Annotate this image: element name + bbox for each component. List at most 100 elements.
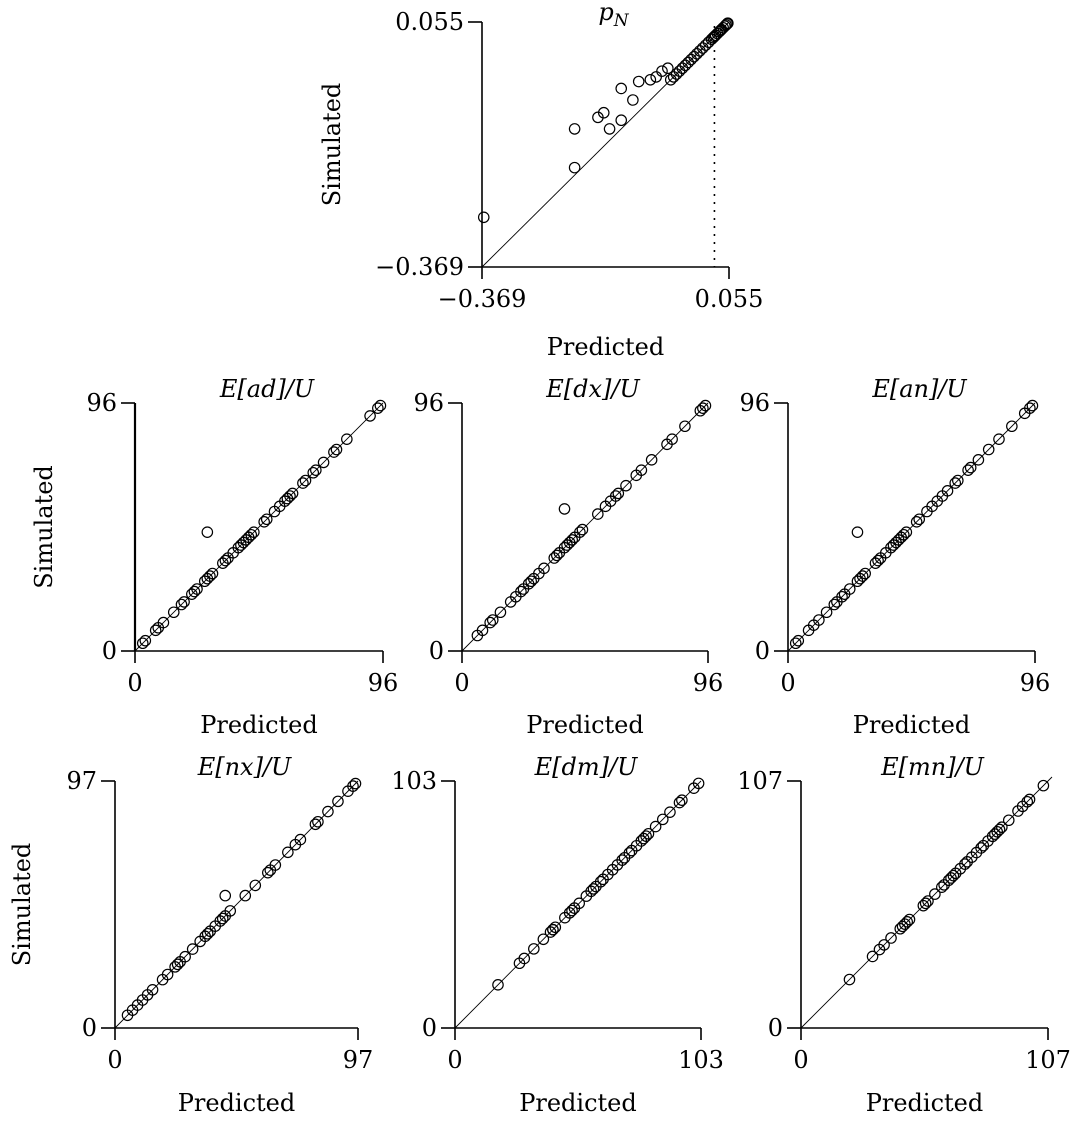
data-point [239, 889, 252, 902]
data-point [851, 526, 864, 538]
data-point [328, 446, 340, 458]
x-axis-title: Predicted [547, 333, 665, 361]
data-point [191, 583, 203, 595]
data-point [317, 456, 330, 469]
identity-line [134, 402, 384, 652]
x-axis-title: Predicted [519, 1089, 637, 1117]
data-point [167, 606, 180, 619]
data-point [697, 402, 709, 414]
data-point [792, 634, 805, 647]
x-tick-label-max: 107 [1025, 1046, 1071, 1074]
panel-title: E[an]/U [871, 375, 967, 403]
data-point [597, 106, 610, 119]
data-point [676, 794, 688, 806]
x-tick-label-max: 96 [693, 669, 724, 697]
y-tick-label-min: −0.369 [375, 253, 464, 281]
data-point [309, 818, 322, 831]
data-point [609, 490, 622, 502]
y-tick-label-max: 107 [737, 767, 783, 795]
data-point [260, 513, 273, 526]
x-tick-label-min: 0 [793, 1046, 808, 1074]
data-point [262, 866, 274, 879]
data-point [685, 53, 697, 66]
identity-line [461, 402, 709, 652]
data-point [528, 943, 540, 955]
data-point [656, 65, 668, 77]
data-point [538, 562, 550, 575]
scatter-panel-5: 97 00 97 E[nx]/U Predicted Simulated [8, 753, 373, 1117]
data-point [615, 82, 628, 95]
data-point [269, 859, 282, 871]
data-point [673, 796, 686, 809]
data-point [713, 26, 725, 38]
scatter-panel-4: 96 00 96 E[an]/U Predicted [739, 375, 1050, 739]
scatter-panel-1: 0.055 −0.369 −0.369 0.055 pN Predicted Simulat… [318, 0, 763, 361]
data-point [547, 923, 559, 936]
data-point [644, 73, 657, 86]
panel-title: E[dx]/U [545, 375, 640, 403]
data-point [201, 526, 214, 538]
data-point [568, 123, 581, 135]
y-axis-title: Simulated [8, 843, 36, 967]
data-point [204, 570, 216, 582]
data-point [294, 833, 307, 846]
x-tick-label-max: 96 [368, 669, 399, 697]
data-point [573, 897, 585, 910]
data-point [813, 614, 825, 626]
data-point [1024, 402, 1036, 414]
x-axis-title: Predicted [526, 711, 644, 739]
data-point [310, 464, 322, 476]
data-point [649, 820, 662, 833]
data-point [705, 33, 718, 46]
data-point [612, 487, 625, 500]
identity-line [787, 402, 1036, 652]
data-point [477, 211, 490, 224]
data-point [656, 813, 669, 826]
x-tick-label-min: −0.369 [438, 285, 527, 313]
panel-title: E[dm]/U [534, 753, 638, 781]
x-tick-label-min: 0 [447, 1046, 462, 1074]
data-point [645, 454, 658, 466]
data-point [913, 513, 926, 526]
data-point [537, 933, 550, 946]
data-point [616, 854, 628, 866]
data-point [650, 71, 662, 83]
data-point [996, 821, 1008, 833]
data-point [603, 123, 616, 135]
data-point [878, 939, 890, 951]
data-point [820, 606, 833, 619]
data-point [903, 913, 916, 926]
data-point [720, 19, 732, 31]
data-point [258, 516, 270, 528]
data-point [982, 443, 995, 456]
data-point [136, 637, 149, 650]
y-tick-label-max: 97 [66, 767, 97, 795]
data-point [494, 606, 507, 619]
x-tick-label-max: 97 [343, 1046, 374, 1074]
data-point [286, 487, 299, 500]
data-point [178, 596, 190, 608]
data-point [299, 474, 312, 487]
data-point [372, 402, 384, 414]
y-tick-label-min: 0 [102, 637, 117, 665]
data-point [952, 474, 964, 487]
data-point [962, 464, 974, 476]
data-point [941, 485, 954, 497]
data-point [249, 879, 262, 892]
data-point [975, 842, 987, 854]
data-point [515, 585, 527, 598]
data-point [284, 490, 296, 502]
y-tick-label-min: 0 [82, 1014, 97, 1042]
data-point [161, 968, 174, 981]
data-point [972, 454, 985, 466]
x-axis-title: Predicted [866, 1089, 984, 1117]
data-point [642, 827, 655, 840]
y-tick-label-max: 96 [739, 389, 770, 417]
data-point [574, 526, 586, 538]
data-point [1037, 779, 1050, 792]
data-point [297, 477, 309, 489]
data-point [699, 39, 712, 51]
data-point [282, 846, 294, 859]
data-point [719, 20, 731, 32]
data-point [707, 31, 720, 44]
